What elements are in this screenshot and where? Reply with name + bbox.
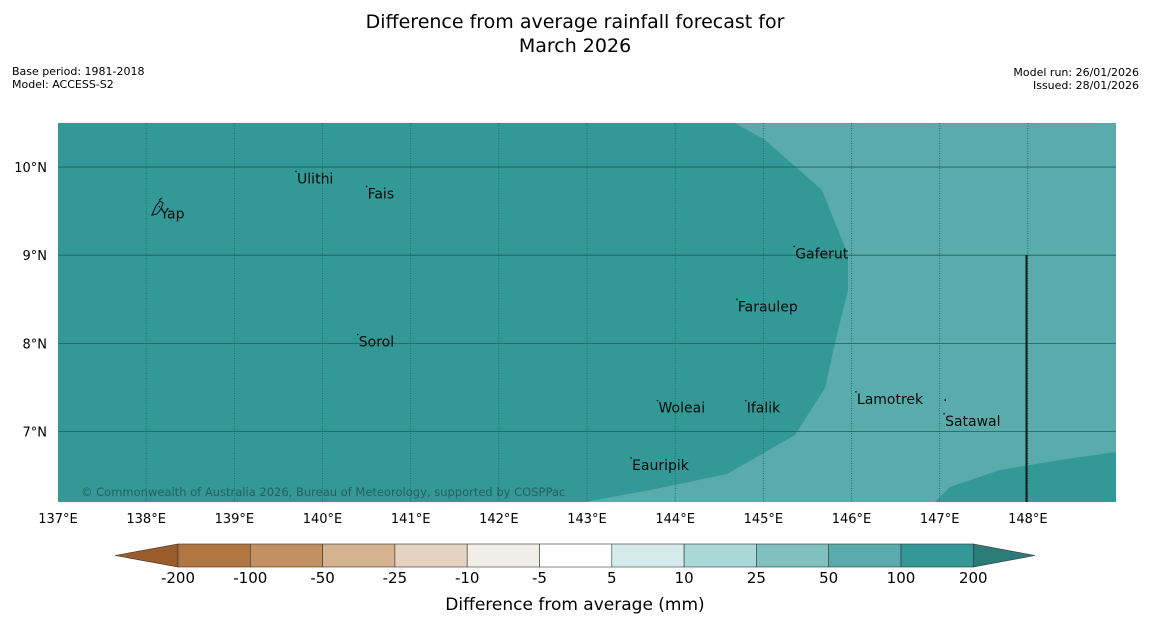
colorbar-segment	[394, 543, 468, 568]
map-title-line2: March 2026	[518, 35, 632, 57]
longitude-label: 144°E	[655, 512, 695, 527]
colorbar-title: Difference from average (mm)	[445, 595, 704, 615]
colorbar-segment	[756, 543, 830, 568]
colorbar-tick-label: 200	[959, 569, 988, 587]
colorbar	[114, 543, 1036, 568]
place-marker	[793, 245, 795, 248]
longitude-label: 142°E	[479, 512, 519, 527]
colorbar-tick-label: -25	[383, 569, 408, 587]
yap-island-outline	[150, 197, 164, 216]
colorbar-segment	[322, 543, 396, 568]
longitude-label: 139°E	[215, 512, 255, 527]
latitude-label: 7°N	[23, 425, 48, 440]
place-marker	[855, 391, 857, 393]
place-marker	[656, 399, 659, 402]
place-label: Ulithi	[297, 171, 333, 187]
place-marker	[158, 205, 161, 208]
meta-right: Model run: 26/01/2026 Issued: 28/01/2026	[1013, 66, 1139, 92]
colorbar-tick-label: -50	[310, 569, 335, 587]
longitude-label: 146°E	[832, 512, 872, 527]
place-label: Yap	[159, 207, 184, 223]
map-title: Difference from average rainfall forecas…	[0, 10, 1150, 58]
place-marker	[630, 457, 632, 459]
colorbar-tick-label: 100	[887, 569, 916, 587]
colorbar-segment	[828, 543, 902, 568]
region-high-west	[58, 123, 848, 502]
colorbar-tick-label: -5	[532, 569, 547, 587]
longitude-label: 145°E	[744, 512, 784, 527]
longitude-label: 141°E	[391, 512, 431, 527]
colorbar-segment	[466, 543, 540, 568]
place-marker	[744, 399, 747, 402]
map-title-line1: Difference from average rainfall forecas…	[365, 11, 785, 33]
longitude-label: 143°E	[567, 512, 607, 527]
latitude-label: 8°N	[23, 337, 48, 352]
place-marker	[356, 333, 359, 336]
place-marker	[736, 298, 738, 301]
longitude-label: 148°E	[1008, 512, 1048, 527]
colorbar-tick-label: -100	[233, 569, 267, 587]
colorbar-segment	[177, 543, 251, 568]
place-label: Fais	[368, 186, 395, 202]
colorbar-tick-label: 5	[607, 569, 617, 587]
place-label: Satawal	[945, 414, 1000, 430]
colorbar-segment	[250, 543, 323, 568]
base-period-text: Base period: 1981-2018	[12, 65, 145, 78]
latitude-label: 10°N	[14, 161, 47, 176]
place-marker	[295, 170, 297, 173]
colorbar-tick-label: 10	[675, 569, 694, 587]
model-text: Model: ACCESS-S2	[12, 78, 114, 91]
longitude-label: 137°E	[38, 512, 78, 527]
graticule	[58, 123, 1116, 502]
colorbar-segment	[900, 543, 974, 568]
colorbar-extend-low	[114, 543, 179, 568]
model-run-text: Model run: 26/01/2026	[1013, 66, 1139, 79]
colorbar-segment	[683, 543, 757, 568]
colorbar-segment	[539, 543, 613, 568]
colorbar-extend-high	[972, 543, 1036, 568]
colorbar-tick-label: -10	[455, 569, 480, 587]
latitude-tick-labels: 10°N 9°N 8°N 7°N	[14, 161, 47, 440]
colorbar-labels: -200 -100 -50 -25 -10 -5 5 10 25 50 100 200	[161, 569, 988, 587]
place-label: Ifalik	[747, 401, 781, 417]
issued-text: Issued: 28/01/2026	[1032, 79, 1139, 92]
map-area: . © Commonwealth of Australia 2026, Bure…	[58, 123, 1116, 502]
place-marker	[365, 185, 368, 188]
colorbar-tick-label: 50	[819, 569, 838, 587]
meta-left: Base period: 1981-2018 Model: ACCESS-S2	[12, 65, 144, 91]
longitude-tick-labels: 137°E 138°E 139°E 140°E 141°E 142°E 143°E 144°E…	[38, 512, 1047, 527]
place-label: Eauripik	[632, 458, 690, 474]
place-label: Woleai	[659, 401, 706, 417]
longitude-label: 140°E	[303, 512, 343, 527]
islet-dot: .	[943, 389, 947, 405]
latitude-label: 9°N	[23, 249, 48, 264]
longitude-label: 147°E	[920, 512, 960, 527]
copyright-text: © Commonwealth of Australia 2026, Bureau…	[81, 485, 565, 499]
place-label: Faraulep	[738, 299, 798, 315]
longitude-label: 138°E	[126, 512, 166, 527]
place-label: Sorol	[359, 335, 394, 351]
colorbar-segment	[611, 543, 685, 568]
place-marker	[943, 413, 945, 415]
place-label: Gaferut	[795, 246, 849, 262]
place-labels: Ulithi Fais Yap Gaferut Faraulep Sorol Lamotre…	[158, 170, 1001, 474]
colorbar-tick-label: -200	[161, 569, 195, 587]
place-label: Lamotrek	[857, 392, 924, 408]
colorbar-tick-label: 25	[747, 569, 766, 587]
